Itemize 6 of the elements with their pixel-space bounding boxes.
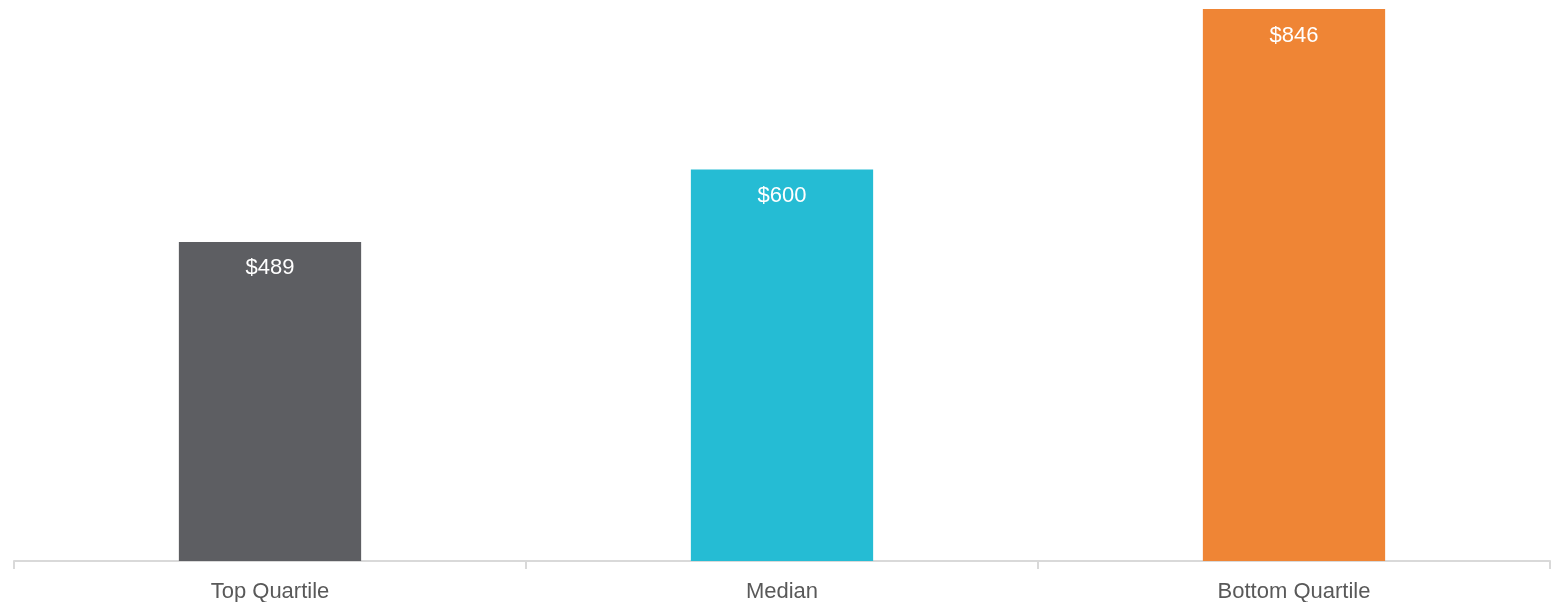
data-label: $600: [757, 182, 807, 208]
data-label: $489: [245, 254, 295, 280]
x-tick-label: Median: [745, 577, 819, 603]
x-tick-label: Top Quartile: [210, 577, 330, 603]
data-label: $846: [1269, 21, 1319, 47]
x-tick-label: Bottom Quartile: [1217, 577, 1371, 603]
